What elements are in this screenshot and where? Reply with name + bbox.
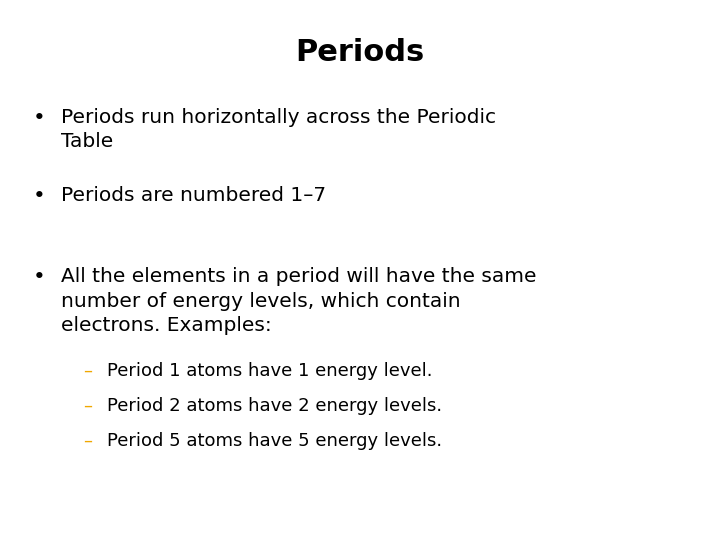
Text: Period 1 atoms have 1 energy level.: Period 1 atoms have 1 energy level.: [107, 362, 432, 380]
Text: •: •: [32, 108, 45, 128]
Text: –: –: [83, 362, 92, 380]
Text: All the elements in a period will have the same
number of energy levels, which c: All the elements in a period will have t…: [61, 267, 536, 335]
Text: •: •: [32, 267, 45, 287]
Text: •: •: [32, 186, 45, 206]
Text: –: –: [83, 432, 92, 450]
Text: Periods run horizontally across the Periodic
Table: Periods run horizontally across the Peri…: [61, 108, 496, 151]
Text: Periods are numbered 1–7: Periods are numbered 1–7: [61, 186, 326, 205]
Text: –: –: [83, 397, 92, 415]
Text: Period 5 atoms have 5 energy levels.: Period 5 atoms have 5 energy levels.: [107, 432, 441, 450]
Text: Periods: Periods: [295, 38, 425, 67]
Text: Period 2 atoms have 2 energy levels.: Period 2 atoms have 2 energy levels.: [107, 397, 441, 415]
